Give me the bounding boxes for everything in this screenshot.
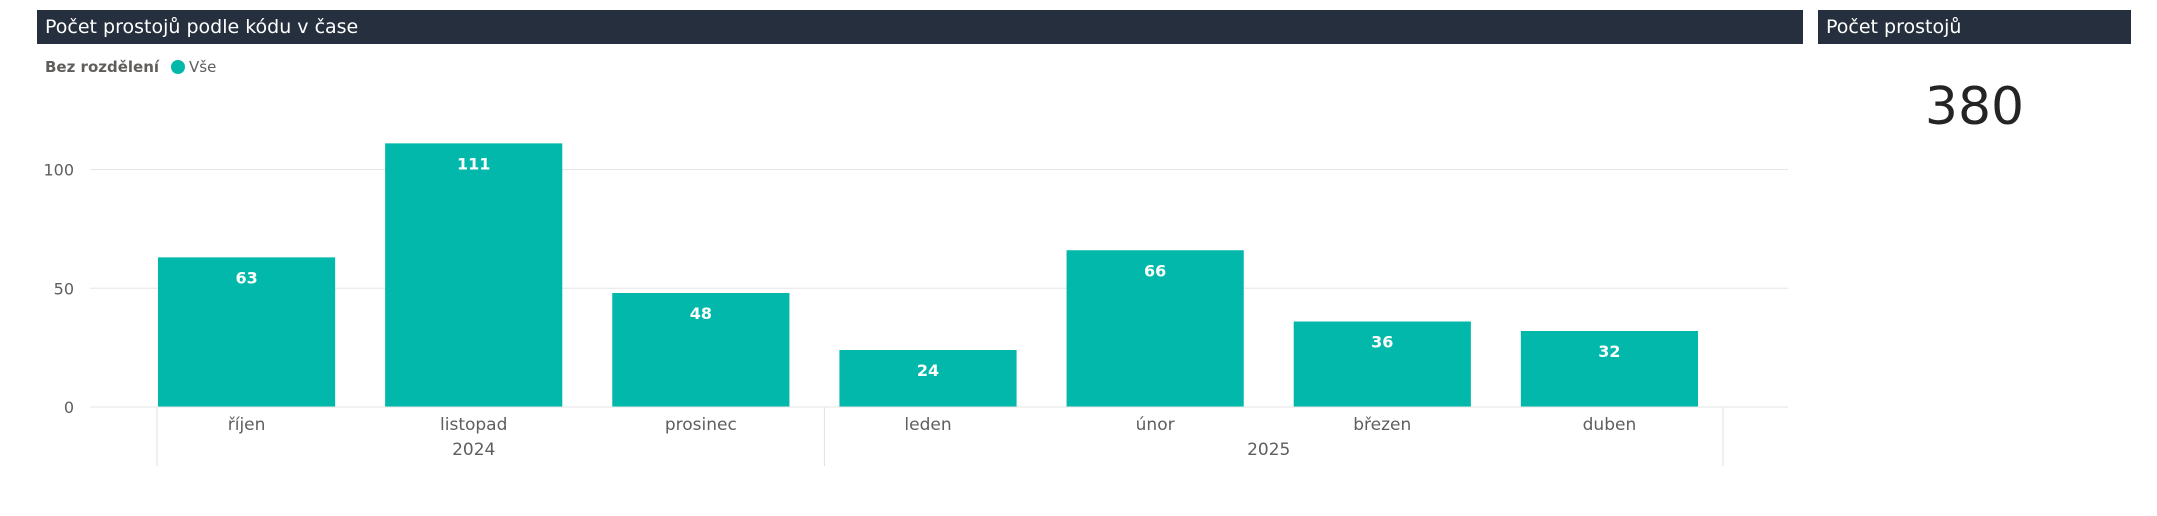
data-label: 48	[690, 304, 712, 323]
legend-title: Bez rozdělení	[45, 58, 160, 76]
x-tick-label: prosinec	[665, 415, 737, 435]
y-tick-label: 100	[43, 161, 74, 180]
data-label: 66	[1144, 261, 1166, 280]
data-label: 32	[1598, 342, 1620, 361]
data-label: 63	[235, 268, 257, 287]
kpi-value: 380	[1924, 77, 2025, 137]
legend: Bez rozdělení Vše	[45, 55, 216, 79]
x-tick-label: březen	[1353, 415, 1411, 435]
bar	[1293, 321, 1471, 407]
x-tick-label: leden	[904, 415, 951, 435]
bar	[1520, 331, 1699, 407]
x-tick-label: listopad	[440, 415, 507, 435]
x-tick-label: říjen	[228, 415, 266, 435]
kpi-title: Počet prostojů	[1818, 10, 2131, 44]
data-label: 111	[457, 154, 490, 173]
x-group-label: 2024	[452, 440, 495, 460]
chart-title: Počet prostojů podle kódu v čase	[37, 10, 1803, 44]
data-label: 24	[917, 361, 939, 380]
legend-entry[interactable]: Vše	[189, 58, 217, 76]
bar	[839, 350, 1017, 407]
bar	[612, 293, 790, 407]
x-tick-label: duben	[1583, 415, 1637, 435]
y-tick-label: 0	[64, 398, 74, 417]
x-tick-label: únor	[1136, 415, 1175, 435]
data-label: 36	[1371, 333, 1393, 352]
bar	[385, 143, 563, 407]
bar	[1066, 250, 1244, 407]
bar	[157, 257, 336, 407]
y-tick-label: 50	[54, 279, 74, 298]
legend-marker	[171, 60, 186, 74]
x-group-label: 2025	[1247, 440, 1290, 460]
